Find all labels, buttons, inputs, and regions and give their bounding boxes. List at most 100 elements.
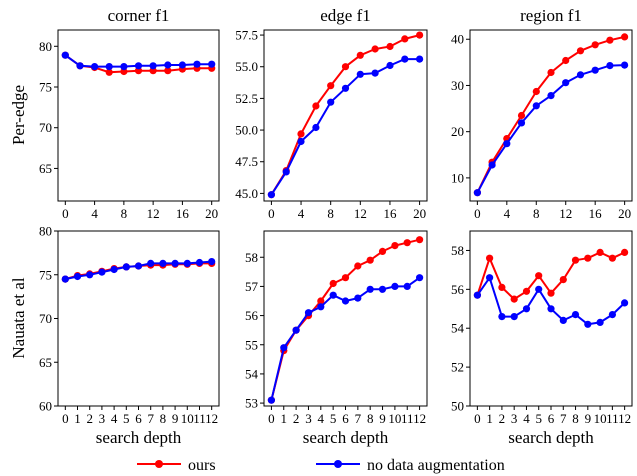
point-no-aug (76, 62, 84, 70)
point-ours (510, 295, 518, 303)
point-no-aug (183, 259, 191, 267)
labels-layer: Per-edge Nauata et al (9, 85, 28, 359)
x-tick-label: 0 (474, 411, 481, 426)
x-tick-label: 20 (413, 206, 426, 221)
point-ours (591, 41, 599, 49)
x-tick-label: 1 (281, 411, 288, 426)
point-no-aug (164, 61, 172, 69)
x-tick-label: 2 (293, 411, 300, 426)
y-tick-label: 54 (451, 321, 465, 336)
point-ours (596, 248, 604, 256)
point-no-aug (473, 189, 481, 197)
point-ours (371, 45, 379, 53)
x-tick-label: 12 (147, 206, 160, 221)
x-tick-label: 4 (504, 206, 511, 221)
point-no-aug (371, 69, 379, 77)
point-no-aug (498, 313, 506, 321)
point-no-aug (73, 272, 82, 281)
point-no-aug (208, 258, 216, 266)
point-no-aug (267, 191, 275, 199)
x-tick-label: 4 (298, 206, 305, 221)
point-ours (621, 248, 629, 256)
x-tick-label: 3 (305, 411, 312, 426)
point-no-aug (195, 258, 204, 267)
point-no-aug (584, 320, 592, 328)
series-line-ours (476, 35, 625, 194)
legend-label-ours: ours (188, 457, 216, 474)
y-tick-label: 70 (39, 311, 52, 326)
y-tick-label: 50.0 (235, 123, 258, 138)
point-no-aug (208, 60, 216, 68)
row-label-per-edge: Per-edge (9, 85, 28, 145)
y-tick-label: 65 (39, 355, 52, 370)
point-ours (329, 279, 337, 288)
point-no-aug (61, 51, 69, 59)
series-line-no-aug (476, 64, 625, 194)
panel-1: 0 4 8 12 16 20 65 70 75 80 corner f1 (39, 6, 220, 221)
legend-label-no-data-augmentation: no data augmentation (367, 457, 505, 474)
x-tick-label: 12 (413, 411, 426, 426)
plot-frame (263, 230, 428, 407)
point-ours (378, 247, 387, 255)
point-ours (517, 111, 526, 120)
x-tick-label: 10 (594, 411, 607, 426)
plot-frame (57, 29, 220, 202)
point-ours (386, 42, 394, 51)
x-tick-label: 1 (74, 411, 81, 426)
point-ours (562, 56, 570, 65)
point-no-aug (621, 299, 629, 307)
point-ours (354, 262, 362, 270)
point-ours (584, 254, 592, 262)
point-no-aug (304, 309, 313, 317)
point-ours (576, 47, 585, 55)
point-no-aug (366, 285, 374, 293)
point-no-aug (547, 92, 555, 100)
point-ours (606, 36, 614, 44)
point-ours (312, 102, 320, 110)
x-tick-label: 0 (268, 411, 275, 426)
point-no-aug (378, 285, 387, 293)
point-no-aug (510, 313, 518, 321)
y-tick-label: 58 (451, 243, 464, 258)
point-no-aug (416, 274, 424, 282)
row-label-nauata: Nauata et al (9, 277, 28, 358)
y-tick-label: 75 (39, 267, 52, 282)
x-tick-label: 20 (618, 206, 631, 221)
x-tick-label: 0 (62, 411, 69, 426)
y-tick-label: 75 (39, 80, 52, 95)
point-no-aug (606, 62, 614, 70)
point-no-aug (312, 123, 320, 132)
x-tick-label: 3 (99, 411, 106, 426)
point-no-aug (354, 294, 362, 302)
y-tick-label: 53 (245, 396, 258, 411)
point-no-aug (547, 305, 555, 313)
point-no-aug (486, 274, 494, 282)
legend: ours no data augmentation (137, 457, 505, 474)
plot-frame (57, 230, 220, 407)
point-no-aug (267, 396, 275, 404)
point-ours (486, 254, 494, 262)
x-tick-label: 4 (91, 206, 98, 221)
x-tick-label: 12 (354, 206, 367, 221)
series-line-ours (270, 34, 420, 196)
point-ours (621, 33, 629, 41)
x-tick-label: 5 (330, 411, 337, 426)
x-tick-label: 8 (121, 206, 128, 221)
x-tick-label: 8 (533, 206, 540, 221)
point-no-aug (193, 60, 201, 68)
x-tick-label: 10 (388, 411, 401, 426)
y-tick-label: 58 (245, 250, 258, 265)
x-tick-label: 2 (499, 411, 506, 426)
point-no-aug (621, 61, 629, 69)
point-no-aug (149, 62, 157, 70)
point-ours (356, 51, 364, 59)
y-tick-label: 70 (39, 120, 52, 135)
point-ours (522, 287, 531, 295)
point-no-aug (571, 311, 580, 319)
point-no-aug (134, 62, 143, 70)
point-ours (547, 68, 555, 77)
x-tick-label: 20 (205, 206, 218, 221)
